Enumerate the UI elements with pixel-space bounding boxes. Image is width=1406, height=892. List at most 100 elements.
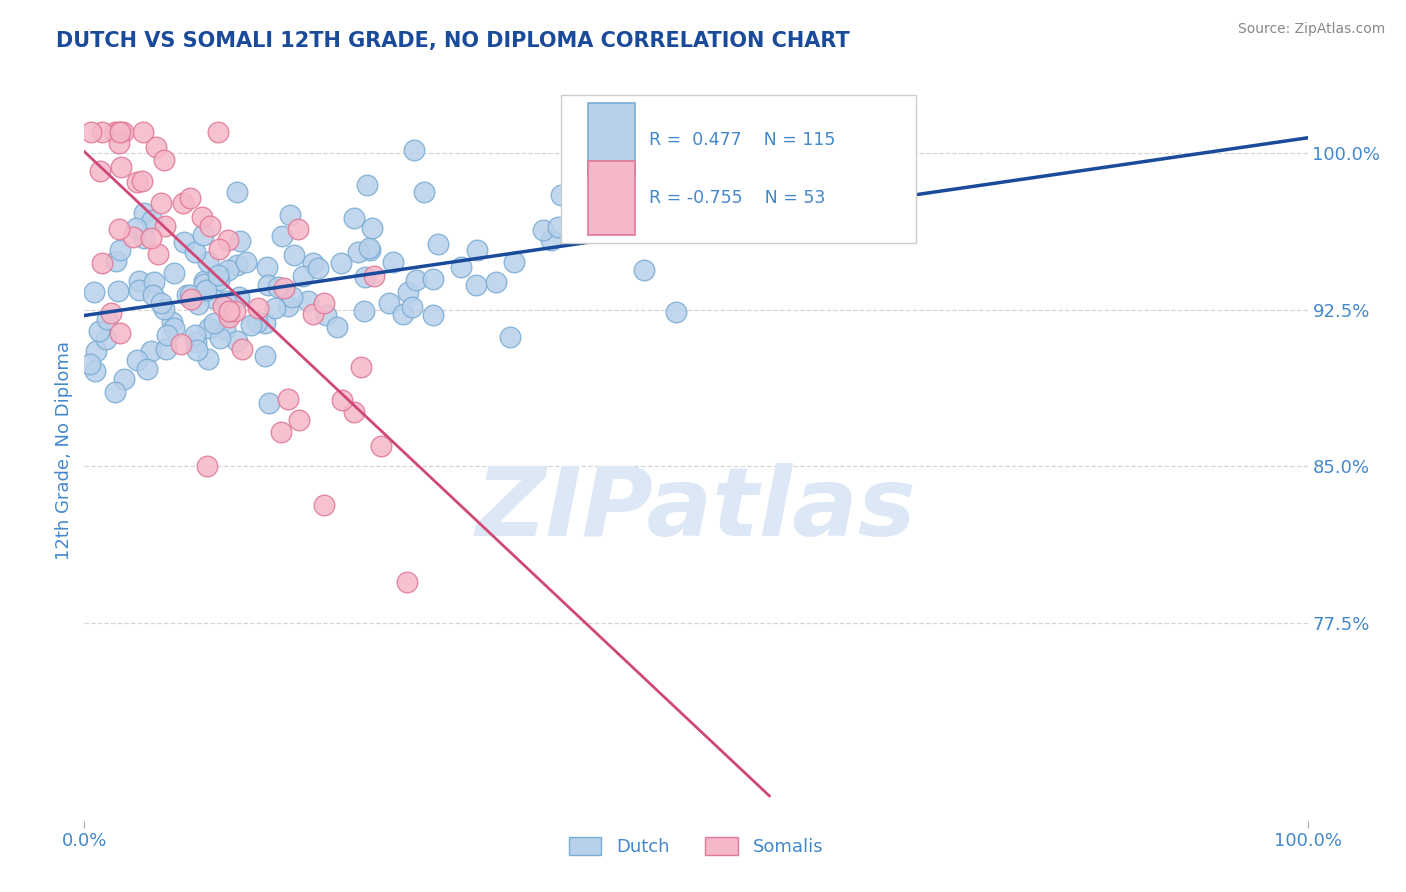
- Point: [179, 288, 201, 302]
- Point: [79, 358, 101, 372]
- Point: [193, 277, 215, 291]
- Point: [633, 263, 655, 277]
- FancyBboxPatch shape: [561, 95, 917, 244]
- Point: [224, 303, 246, 318]
- Point: [422, 271, 444, 285]
- Point: [207, 268, 229, 283]
- Point: [131, 125, 153, 139]
- Point: [713, 194, 735, 209]
- Text: Source: ZipAtlas.com: Source: ZipAtlas.com: [1237, 22, 1385, 37]
- Point: [89, 163, 111, 178]
- Point: [180, 292, 202, 306]
- Point: [246, 315, 269, 329]
- Point: [378, 296, 401, 310]
- Point: [404, 143, 426, 157]
- Point: [231, 342, 253, 356]
- Point: [193, 228, 215, 243]
- Point: [302, 307, 325, 321]
- Point: [485, 276, 508, 290]
- Point: [145, 140, 167, 154]
- Point: [281, 290, 304, 304]
- Point: [247, 301, 270, 315]
- Point: [163, 321, 186, 335]
- Point: [226, 334, 249, 348]
- Point: [142, 287, 165, 301]
- Point: [353, 269, 375, 284]
- Point: [359, 243, 381, 257]
- Point: [270, 425, 292, 440]
- Point: [360, 220, 382, 235]
- Point: [226, 185, 249, 199]
- Point: [141, 213, 163, 227]
- Point: [283, 248, 305, 262]
- Point: [96, 312, 118, 326]
- Point: [450, 260, 472, 274]
- Point: [550, 188, 572, 202]
- Point: [186, 343, 208, 357]
- Point: [291, 268, 314, 283]
- Point: [79, 125, 101, 139]
- Point: [330, 255, 353, 269]
- Point: [396, 574, 419, 589]
- Point: [91, 256, 114, 270]
- Point: [208, 242, 231, 256]
- Text: R =  0.477    N = 115: R = 0.477 N = 115: [650, 131, 835, 149]
- Point: [146, 246, 169, 260]
- Point: [346, 245, 368, 260]
- Point: [207, 125, 229, 139]
- Point: [108, 221, 131, 235]
- Point: [136, 362, 159, 376]
- Point: [396, 285, 419, 300]
- Point: [108, 125, 131, 139]
- Point: [104, 125, 127, 139]
- Point: [108, 125, 131, 139]
- Point: [184, 328, 207, 343]
- Point: [149, 196, 172, 211]
- Point: [502, 255, 524, 269]
- Point: [314, 499, 336, 513]
- Point: [288, 413, 311, 427]
- Point: [173, 235, 195, 249]
- Point: [315, 308, 337, 322]
- Point: [141, 231, 163, 245]
- Point: [499, 329, 522, 343]
- Point: [195, 459, 218, 474]
- Point: [257, 278, 280, 293]
- Point: [307, 261, 329, 276]
- Point: [142, 276, 165, 290]
- Point: [540, 234, 562, 248]
- Point: [413, 185, 436, 199]
- Point: [422, 308, 444, 322]
- Point: [128, 274, 150, 288]
- Point: [330, 392, 353, 407]
- Point: [128, 283, 150, 297]
- Point: [111, 125, 134, 139]
- Point: [198, 321, 221, 335]
- Point: [312, 296, 335, 310]
- Point: [665, 305, 688, 319]
- Point: [465, 277, 488, 292]
- Point: [197, 351, 219, 366]
- Point: [202, 291, 225, 305]
- Point: [134, 206, 156, 220]
- Point: [112, 372, 135, 386]
- Point: [229, 234, 252, 248]
- Point: [217, 305, 239, 319]
- Point: [277, 392, 299, 406]
- Point: [84, 344, 107, 359]
- Point: [163, 266, 186, 280]
- Point: [187, 297, 209, 311]
- Point: [267, 280, 290, 294]
- Point: [156, 328, 179, 343]
- Point: [127, 352, 149, 367]
- Point: [179, 191, 201, 205]
- Point: [107, 284, 129, 298]
- Point: [228, 290, 250, 304]
- Point: [191, 211, 214, 225]
- Point: [405, 273, 427, 287]
- Point: [392, 308, 415, 322]
- Point: [427, 236, 450, 251]
- Text: R = -0.755    N = 53: R = -0.755 N = 53: [650, 189, 825, 208]
- Point: [131, 174, 153, 188]
- Point: [278, 208, 301, 222]
